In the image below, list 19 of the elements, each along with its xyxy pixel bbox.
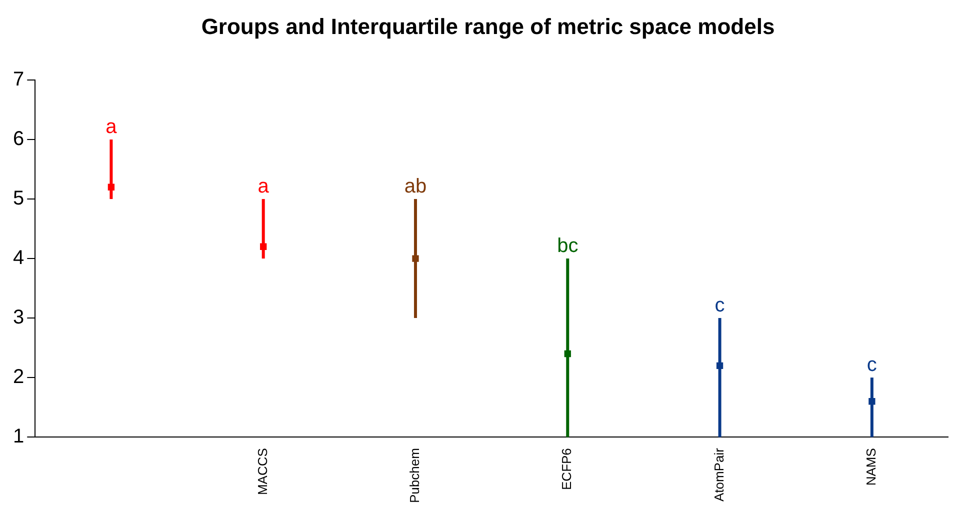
x-tick-label: NAMS bbox=[864, 448, 879, 486]
annotation: c bbox=[714, 294, 725, 317]
y-tick-label: 5 bbox=[13, 188, 24, 210]
annotation: bc bbox=[557, 235, 578, 258]
annotation: a bbox=[258, 176, 270, 198]
y-tick-label: 1 bbox=[13, 426, 24, 448]
annotation: c bbox=[866, 354, 877, 376]
annotation: ab bbox=[404, 176, 427, 198]
x-tick-label: AtomPair bbox=[711, 447, 726, 502]
x-tick-label: MACCS bbox=[254, 448, 270, 496]
x-tick-label: ECFP6 bbox=[559, 448, 574, 490]
y-tick-label: 7 bbox=[13, 68, 24, 91]
x-tick-label: Pubchem bbox=[407, 448, 422, 503]
y-tick-label: 3 bbox=[13, 306, 24, 329]
y-tick-label: 4 bbox=[13, 247, 24, 270]
y-tick-label: 6 bbox=[13, 128, 24, 150]
annotation: a bbox=[106, 116, 118, 138]
chart-title: Groups and Interquartile range of metric space models bbox=[200, 14, 776, 40]
y-tick-label: 2 bbox=[13, 366, 24, 388]
